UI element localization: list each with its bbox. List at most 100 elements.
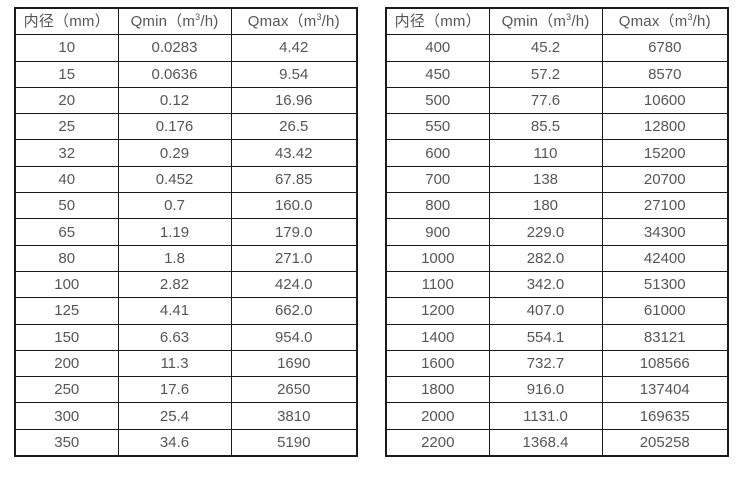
qmax-cell: 137404 [601, 376, 729, 404]
diameter-cell: 80 [14, 244, 119, 272]
qmax-cell: 51300 [601, 270, 729, 299]
diameter-cell: 350 [14, 428, 119, 457]
diameter-cell: 1100 [385, 270, 490, 299]
qmin-cell: 0.7 [117, 192, 232, 220]
qmin-cell: 6.63 [117, 323, 232, 351]
qmax-cell: 10600 [601, 86, 729, 115]
diameter-cell: 40 [14, 165, 119, 194]
qmin-cell: 57.2 [488, 60, 603, 88]
diameter-cell: 25 [14, 113, 119, 141]
qmin-cell: 2.82 [117, 270, 232, 299]
qmin-cell: 0.29 [117, 139, 232, 167]
qmax-cell: 12800 [601, 113, 729, 141]
table-body: 400 45.2 6780 450 57.2 8570 500 77.6 10600 550 85.… [385, 34, 729, 457]
qmax-cell: 8570 [601, 60, 729, 88]
qmax-cell: 108566 [601, 349, 729, 378]
qmax-cell: 2650 [230, 376, 358, 404]
diameter-cell: 32 [14, 139, 119, 167]
diameter-cell: 1400 [385, 323, 490, 351]
table-row: 550 85.5 12800 [385, 113, 729, 141]
qmax-cell: 61000 [601, 297, 729, 325]
qmin-cell: 916.0 [488, 376, 603, 404]
table-row: 1400 554.1 83121 [385, 323, 729, 351]
qmax-cell: 954.0 [230, 323, 358, 351]
qmin-cell: 1.19 [117, 218, 232, 246]
table-row: 150 6.63 954.0 [14, 323, 358, 351]
table-row: 1000 282.0 42400 [385, 244, 729, 272]
table-row: 65 1.19 179.0 [14, 218, 358, 246]
diameter-cell: 2000 [385, 402, 490, 430]
diameter-cell: 800 [385, 192, 490, 220]
qmax-cell: 6780 [601, 34, 729, 62]
diameter-cell: 500 [385, 86, 490, 115]
table-row: 100 2.82 424.0 [14, 270, 358, 299]
qmax-cell: 179.0 [230, 218, 358, 246]
qmax-cell: 67.85 [230, 165, 358, 194]
table-row: 200 11.3 1690 [14, 349, 358, 378]
qmax-cell: 42400 [601, 244, 729, 272]
qmax-header: Qmax（m3/h) [601, 7, 729, 36]
qmin-cell: 0.452 [117, 165, 232, 194]
qmin-cell: 282.0 [488, 244, 603, 272]
superscript-3: 3 [566, 12, 572, 23]
table-row: 32 0.29 43.42 [14, 139, 358, 167]
diameter-cell: 150 [14, 323, 119, 351]
table-row: 350 34.6 5190 [14, 428, 358, 457]
diameter-cell: 300 [14, 402, 119, 430]
diameter-cell: 900 [385, 218, 490, 246]
qmax-cell: 424.0 [230, 270, 358, 299]
qmax-cell: 43.42 [230, 139, 358, 167]
qmin-cell: 77.6 [488, 86, 603, 115]
table-header-row: 内径（mm） Qmin（m3/h) Qmax（m3/h) [14, 7, 358, 36]
table-row: 40 0.452 67.85 [14, 165, 358, 194]
qmin-cell: 25.4 [117, 402, 232, 430]
diameter-cell: 100 [14, 270, 119, 299]
diameter-cell: 15 [14, 60, 119, 88]
qmin-cell: 554.1 [488, 323, 603, 351]
diameter-cell: 10 [14, 34, 119, 62]
table-body: 10 0.0283 4.42 15 0.0636 9.54 20 0.12 16.96 25 0.1… [14, 34, 358, 457]
diameter-cell: 600 [385, 139, 490, 167]
flow-table-large-diameters: 内径（mm） Qmin（m3/h) Qmax（m3/h) 400 45.2 6780 45… [385, 7, 729, 458]
superscript-3: 3 [316, 12, 322, 23]
diameter-cell: 125 [14, 297, 119, 325]
qmin-cell: 229.0 [488, 218, 603, 246]
qmax-cell: 205258 [601, 428, 729, 457]
table-row: 125 4.41 662.0 [14, 297, 358, 325]
diameter-cell: 1800 [385, 376, 490, 404]
qmax-cell: 4.42 [230, 34, 358, 62]
qmin-cell: 0.176 [117, 113, 232, 141]
table-row: 600 110 15200 [385, 139, 729, 167]
table-row: 15 0.0636 9.54 [14, 60, 358, 88]
diameter-cell: 20 [14, 86, 119, 115]
diameter-header: 内径（mm） [14, 7, 119, 36]
table-row: 2000 1131.0 169635 [385, 402, 729, 430]
diameter-cell: 1600 [385, 349, 490, 378]
qmin-cell: 180 [488, 192, 603, 220]
qmax-header: Qmax（m3/h) [230, 7, 358, 36]
qmax-cell: 26.5 [230, 113, 358, 141]
diameter-cell: 50 [14, 192, 119, 220]
qmin-header: Qmin（m3/h) [117, 7, 232, 36]
qmax-cell: 34300 [601, 218, 729, 246]
qmax-cell: 5190 [230, 428, 358, 457]
qmax-cell: 20700 [601, 165, 729, 194]
qmin-cell: 1.8 [117, 244, 232, 272]
diameter-cell: 1000 [385, 244, 490, 272]
qmin-cell: 34.6 [117, 428, 232, 457]
qmin-cell: 110 [488, 139, 603, 167]
qmin-cell: 0.0283 [117, 34, 232, 62]
table-row: 1200 407.0 61000 [385, 297, 729, 325]
table-row: 400 45.2 6780 [385, 34, 729, 62]
table-row: 2200 1368.4 205258 [385, 428, 729, 457]
qmax-cell: 9.54 [230, 60, 358, 88]
diameter-cell: 400 [385, 34, 490, 62]
qmax-cell: 160.0 [230, 192, 358, 220]
table-row: 300 25.4 3810 [14, 402, 358, 430]
table-row: 80 1.8 271.0 [14, 244, 358, 272]
diameter-cell: 450 [385, 60, 490, 88]
qmax-cell: 662.0 [230, 297, 358, 325]
flow-table-small-diameters: 内径（mm） Qmin（m3/h) Qmax（m3/h) 10 0.0283 4.42 1… [14, 7, 358, 458]
qmax-cell: 3810 [230, 402, 358, 430]
